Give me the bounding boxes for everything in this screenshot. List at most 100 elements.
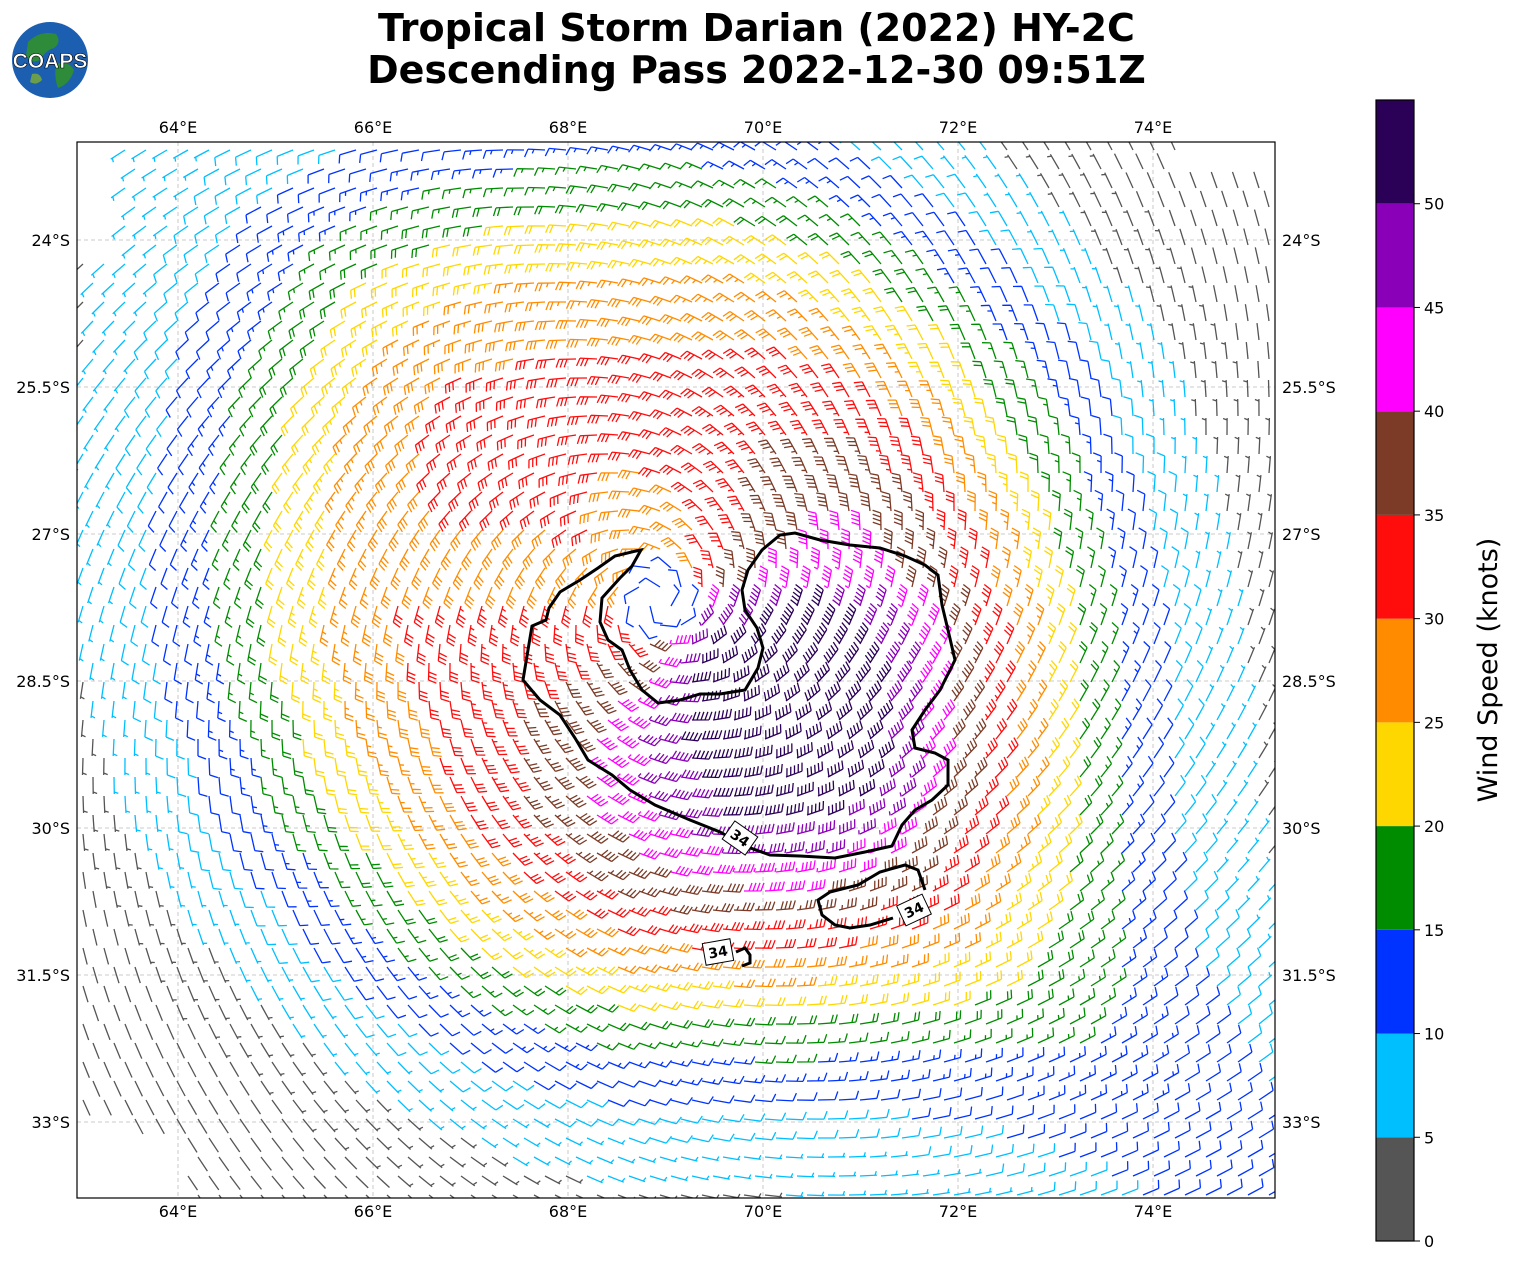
wind-barb (581, 548, 598, 567)
wind-barb (135, 415, 147, 438)
wind-barb (505, 377, 525, 391)
wind-barb (575, 1194, 593, 1198)
wind-barb (519, 510, 535, 530)
wind-barb (1048, 698, 1059, 721)
wind-barb (1244, 304, 1249, 322)
wind-barb (194, 263, 210, 283)
wind-barb (848, 1032, 869, 1044)
wind-barb (1016, 989, 1034, 1006)
wind-barb (182, 605, 191, 628)
wind-barb (131, 187, 147, 201)
wind-barb (899, 816, 918, 835)
wind-barb (744, 384, 766, 398)
wind-barb (1056, 603, 1066, 626)
wind-barb (83, 434, 94, 452)
wind-barb (1111, 698, 1122, 721)
wind-barb (789, 419, 808, 436)
wind-barb (565, 643, 577, 664)
wind-barb (98, 605, 105, 624)
wind-barb (1167, 285, 1176, 303)
wind-barb (152, 662, 161, 685)
wind-barb (401, 586, 412, 609)
wind-barb (207, 396, 220, 418)
wind-barb (852, 343, 871, 360)
wind-barb (298, 263, 315, 281)
wind-barb (172, 624, 181, 647)
wind-barb (638, 964, 661, 974)
wind-barb (1048, 1007, 1065, 1025)
wind-barb (811, 419, 829, 436)
wind-barb (226, 358, 241, 379)
wind-barb (1237, 703, 1247, 721)
wind-barb (606, 586, 619, 608)
wind-barb (413, 396, 430, 415)
wind-barb (893, 509, 903, 531)
wind-barb (993, 641, 1005, 664)
wind-barb (340, 301, 357, 319)
wind-barb (162, 168, 178, 182)
wind-barb (103, 1099, 112, 1116)
wind-barb (1258, 1158, 1275, 1177)
wind-barb (401, 225, 420, 240)
wind-barb (386, 852, 404, 869)
wind-barb (1015, 173, 1029, 189)
wind-barb (575, 280, 598, 290)
wind-barb (680, 462, 703, 474)
wind-barb (866, 680, 882, 702)
wind-barb (784, 841, 805, 854)
wind-barb (1121, 1141, 1139, 1158)
wind-barb (168, 510, 178, 533)
wind-barb (497, 605, 508, 628)
wind-barb (701, 161, 724, 170)
wind-barb (407, 700, 418, 721)
wind-barb (649, 639, 672, 652)
wind-barb (712, 864, 735, 875)
wind-barb (250, 985, 263, 1002)
wind-barb (785, 762, 803, 778)
wind-barb (701, 922, 724, 933)
wind-barb (382, 377, 399, 396)
wind-barb (775, 743, 793, 759)
wind-barb (691, 711, 713, 721)
wind-barb (166, 757, 176, 779)
wind-barb (1153, 1160, 1171, 1177)
title-line-1: Tropical Storm Darian (2022) HY-2C (378, 6, 1135, 50)
wind-barb (733, 178, 756, 189)
wind-barb (960, 342, 976, 360)
wind-barb (231, 510, 241, 533)
wind-barb (842, 603, 857, 626)
wind-barb (764, 1192, 783, 1198)
wind-barb (102, 358, 115, 375)
wind-barb (382, 624, 393, 647)
wind-barb (470, 966, 492, 980)
wind-barb (442, 225, 462, 238)
wind-barb (544, 1175, 562, 1185)
wind-barb (743, 997, 766, 1007)
wind-barb (531, 624, 541, 647)
wind-barb (943, 776, 958, 797)
wind-barb (839, 213, 861, 227)
wind-barb (691, 1175, 710, 1181)
wind-barb (491, 1042, 514, 1054)
wind-barb (974, 834, 990, 854)
wind-barb (863, 565, 875, 589)
wind-barb (844, 641, 860, 664)
wind-barb (471, 168, 493, 179)
wind-barb (130, 624, 139, 647)
colorbar-tick-label: 20 (1424, 817, 1444, 836)
wind-barb (785, 1073, 807, 1083)
wind-barb (1184, 794, 1197, 816)
wind-barb (1079, 1180, 1097, 1196)
wind-barb (1069, 1007, 1086, 1025)
wind-barb (344, 1194, 350, 1198)
wind-barb (277, 624, 287, 647)
wind-barb (1267, 493, 1273, 512)
wind-barb (722, 1075, 745, 1085)
wind-barb (1148, 398, 1155, 417)
lat-tick-left: 24°S (31, 231, 70, 250)
wind-barb (953, 1106, 973, 1120)
wind-barb (195, 301, 210, 322)
wind-barb (268, 643, 278, 666)
wind-barb (1117, 527, 1126, 550)
wind-barb (429, 529, 441, 552)
